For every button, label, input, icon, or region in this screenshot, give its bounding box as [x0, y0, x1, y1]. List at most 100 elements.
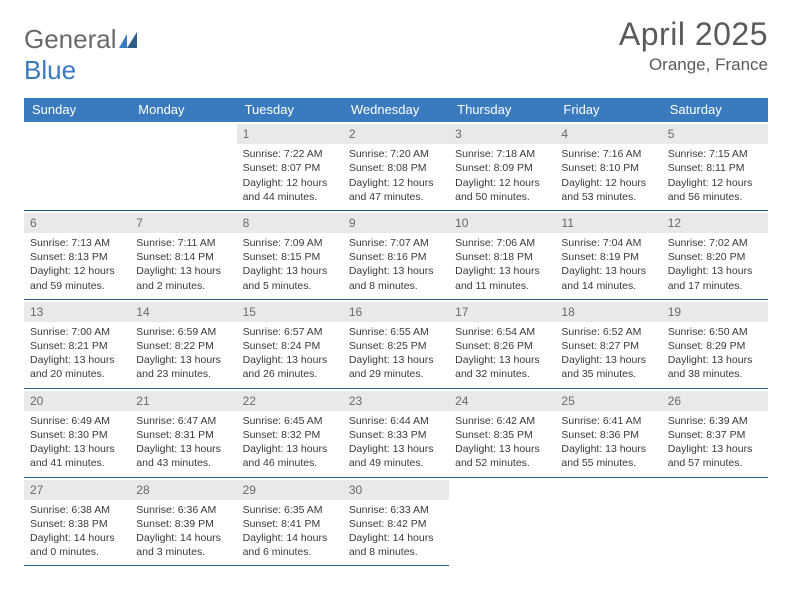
sunset-line: Sunset: 8:20 PM	[668, 250, 762, 264]
sunset-line: Sunset: 8:29 PM	[668, 339, 762, 353]
daylight-line-1: Daylight: 13 hours	[455, 442, 549, 456]
daylight-line-1: Daylight: 12 hours	[243, 176, 337, 190]
dayhead-sunday: Sunday	[24, 98, 130, 122]
day-number: 29	[237, 480, 343, 500]
sunset-line: Sunset: 8:33 PM	[349, 428, 443, 442]
daylight-line-2: and 57 minutes.	[668, 456, 762, 470]
sunrise-line: Sunrise: 7:00 AM	[30, 325, 124, 339]
logo-word-2: Blue	[24, 55, 76, 85]
calendar-cell: 30Sunrise: 6:33 AMSunset: 8:42 PMDayligh…	[343, 478, 449, 567]
sunset-line: Sunset: 8:35 PM	[455, 428, 549, 442]
logo-text: General Blue	[24, 24, 141, 86]
sunrise-line: Sunrise: 6:36 AM	[136, 503, 230, 517]
calendar-cell: 13Sunrise: 7:00 AMSunset: 8:21 PMDayligh…	[24, 300, 130, 389]
calendar-cell: 22Sunrise: 6:45 AMSunset: 8:32 PMDayligh…	[237, 389, 343, 478]
daylight-line-1: Daylight: 12 hours	[561, 176, 655, 190]
daylight-line-1: Daylight: 13 hours	[30, 442, 124, 456]
sunset-line: Sunset: 8:38 PM	[30, 517, 124, 531]
page-title: April 2025	[619, 16, 768, 53]
calendar-cell: 28Sunrise: 6:36 AMSunset: 8:39 PMDayligh…	[130, 478, 236, 567]
sunset-line: Sunset: 8:09 PM	[455, 161, 549, 175]
sunset-line: Sunset: 8:15 PM	[243, 250, 337, 264]
day-number: 3	[449, 124, 555, 144]
logo-mark-icon	[119, 24, 141, 55]
week-row: 6Sunrise: 7:13 AMSunset: 8:13 PMDaylight…	[24, 211, 768, 300]
daylight-line-2: and 38 minutes.	[668, 367, 762, 381]
calendar-cell: 15Sunrise: 6:57 AMSunset: 8:24 PMDayligh…	[237, 300, 343, 389]
sunset-line: Sunset: 8:11 PM	[668, 161, 762, 175]
day-number: 13	[24, 302, 130, 322]
day-number: 11	[555, 213, 661, 233]
sunset-line: Sunset: 8:36 PM	[561, 428, 655, 442]
calendar-cell: 5Sunrise: 7:15 AMSunset: 8:11 PMDaylight…	[662, 122, 768, 211]
calendar-cell: 1Sunrise: 7:22 AMSunset: 8:07 PMDaylight…	[237, 122, 343, 211]
header: General Blue April 2025 Orange, France	[24, 16, 768, 86]
daylight-line-2: and 11 minutes.	[455, 279, 549, 293]
sunset-line: Sunset: 8:18 PM	[455, 250, 549, 264]
sunrise-line: Sunrise: 6:57 AM	[243, 325, 337, 339]
title-block: April 2025 Orange, France	[619, 16, 768, 75]
daylight-line-2: and 49 minutes.	[349, 456, 443, 470]
sunrise-line: Sunrise: 7:11 AM	[136, 236, 230, 250]
daylight-line-2: and 56 minutes.	[668, 190, 762, 204]
sunset-line: Sunset: 8:08 PM	[349, 161, 443, 175]
day-number: 24	[449, 391, 555, 411]
week-row: 27Sunrise: 6:38 AMSunset: 8:38 PMDayligh…	[24, 478, 768, 567]
calendar-cell: 23Sunrise: 6:44 AMSunset: 8:33 PMDayligh…	[343, 389, 449, 478]
sunrise-line: Sunrise: 7:07 AM	[349, 236, 443, 250]
sunset-line: Sunset: 8:30 PM	[30, 428, 124, 442]
calendar-cell: 6Sunrise: 7:13 AMSunset: 8:13 PMDaylight…	[24, 211, 130, 300]
day-number: 5	[662, 124, 768, 144]
daylight-line-1: Daylight: 13 hours	[349, 353, 443, 367]
sunrise-line: Sunrise: 6:42 AM	[455, 414, 549, 428]
day-number: 4	[555, 124, 661, 144]
sunrise-line: Sunrise: 7:09 AM	[243, 236, 337, 250]
calendar-cell: 17Sunrise: 6:54 AMSunset: 8:26 PMDayligh…	[449, 300, 555, 389]
week-row: 20Sunrise: 6:49 AMSunset: 8:30 PMDayligh…	[24, 389, 768, 478]
sunrise-line: Sunrise: 6:55 AM	[349, 325, 443, 339]
sunrise-line: Sunrise: 7:06 AM	[455, 236, 549, 250]
sunrise-line: Sunrise: 7:18 AM	[455, 147, 549, 161]
daylight-line-1: Daylight: 13 hours	[561, 442, 655, 456]
logo: General Blue	[24, 24, 141, 86]
daylight-line-1: Daylight: 13 hours	[349, 264, 443, 278]
week-row: 1Sunrise: 7:22 AMSunset: 8:07 PMDaylight…	[24, 122, 768, 211]
calendar-cell: 7Sunrise: 7:11 AMSunset: 8:14 PMDaylight…	[130, 211, 236, 300]
dayhead-monday: Monday	[130, 98, 236, 122]
sunrise-line: Sunrise: 6:39 AM	[668, 414, 762, 428]
day-number: 18	[555, 302, 661, 322]
day-number: 21	[130, 391, 236, 411]
sunrise-line: Sunrise: 6:35 AM	[243, 503, 337, 517]
daylight-line-1: Daylight: 12 hours	[349, 176, 443, 190]
calendar-cell: 27Sunrise: 6:38 AMSunset: 8:38 PMDayligh…	[24, 478, 130, 567]
daylight-line-1: Daylight: 13 hours	[243, 442, 337, 456]
sunset-line: Sunset: 8:19 PM	[561, 250, 655, 264]
calendar-cell: 24 Sunrise: 6:42 AMSunset: 8:35 PMDayligh…	[449, 389, 555, 478]
daylight-line-2: and 8 minutes.	[349, 545, 443, 559]
sunset-line: Sunset: 8:37 PM	[668, 428, 762, 442]
daylight-line-1: Daylight: 13 hours	[136, 442, 230, 456]
daylight-line-1: Daylight: 13 hours	[561, 353, 655, 367]
calendar-cell: 20Sunrise: 6:49 AMSunset: 8:30 PMDayligh…	[24, 389, 130, 478]
day-number: 28	[130, 480, 236, 500]
sunset-line: Sunset: 8:13 PM	[30, 250, 124, 264]
calendar-cell: 10Sunrise: 7:06 AMSunset: 8:18 PMDayligh…	[449, 211, 555, 300]
day-number: 7	[130, 213, 236, 233]
dayhead-thursday: Thursday	[449, 98, 555, 122]
daylight-line-2: and 53 minutes.	[561, 190, 655, 204]
sunrise-line: Sunrise: 7:20 AM	[349, 147, 443, 161]
day-number: 1	[237, 124, 343, 144]
daylight-line-1: Daylight: 13 hours	[243, 353, 337, 367]
day-number: 12	[662, 213, 768, 233]
sunset-line: Sunset: 8:07 PM	[243, 161, 337, 175]
sunrise-line: Sunrise: 7:04 AM	[561, 236, 655, 250]
calendar: Sunday Monday Tuesday Wednesday Thursday…	[24, 98, 768, 566]
dayhead-friday: Friday	[555, 98, 661, 122]
daylight-line-2: and 26 minutes.	[243, 367, 337, 381]
calendar-cell: 26Sunrise: 6:39 AMSunset: 8:37 PMDayligh…	[662, 389, 768, 478]
day-number: 15	[237, 302, 343, 322]
calendar-cell: 18Sunrise: 6:52 AMSunset: 8:27 PMDayligh…	[555, 300, 661, 389]
calendar-cell: 9Sunrise: 7:07 AMSunset: 8:16 PMDaylight…	[343, 211, 449, 300]
daylight-line-2: and 41 minutes.	[30, 456, 124, 470]
daylight-line-1: Daylight: 13 hours	[243, 264, 337, 278]
